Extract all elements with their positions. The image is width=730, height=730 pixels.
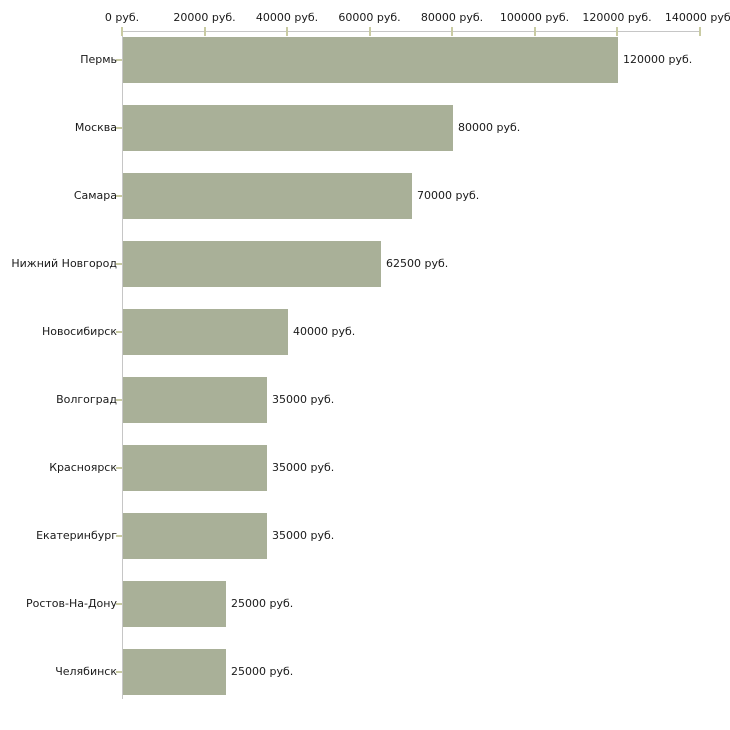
bar [123,581,226,627]
value-label: 35000 руб. [272,393,335,406]
y-tick-mark [116,263,122,265]
category-label: Москва [74,121,117,134]
x-tick-label: 40000 руб. [255,11,319,24]
value-label: 25000 руб. [231,665,294,678]
value-label: 35000 руб. [272,461,335,474]
value-label: 70000 руб. [417,189,480,202]
y-tick-mark [116,59,122,61]
category-label: Нижний Новгород [11,257,117,270]
category-label: Красноярск [49,461,117,474]
y-tick-mark [116,127,122,129]
x-tick-mark [286,27,288,36]
bar [123,241,381,287]
x-tick-mark [368,27,371,36]
x-tick-label: 120000 руб. [582,11,652,24]
x-tick-label: 140000 руб. [664,11,730,24]
x-tick-label: 60000 руб. [338,11,401,24]
category-label: Волгоград [56,393,117,406]
value-label: 35000 руб. [272,529,335,542]
y-tick-mark [116,467,122,469]
bar [123,105,453,151]
x-tick-mark [121,27,123,36]
x-tick-mark [533,27,536,36]
value-label: 40000 руб. [293,325,356,338]
x-tick-mark [451,27,453,36]
category-label: Челябинск [55,665,117,678]
category-label: Екатеринбург [36,529,117,542]
x-tick-label: 80000 руб. [420,11,484,24]
x-axis-line [122,31,700,32]
y-tick-mark [116,195,122,197]
x-tick-label: 0 руб. [104,11,140,24]
x-tick-mark [616,27,618,36]
bar [123,649,226,695]
y-tick-mark [116,671,122,673]
y-axis-line [122,31,123,699]
value-label: 120000 руб. [623,53,693,66]
category-label: Самара [73,189,117,202]
x-tick-label: 20000 руб. [173,11,236,24]
category-label: Новосибирск [41,325,117,338]
x-tick-mark [698,27,701,36]
bar [123,513,267,559]
y-tick-mark [116,603,122,605]
category-label: Ростов-На-Дону [25,597,117,610]
bar [123,377,267,423]
bar [123,445,267,491]
bar [123,309,288,355]
bar [123,173,412,219]
x-tick-mark [203,27,206,36]
category-label: Пермь [80,53,117,66]
value-label: 25000 руб. [231,597,294,610]
bar [123,37,618,83]
y-tick-mark [116,331,122,333]
value-label: 62500 руб. [386,257,449,270]
y-tick-mark [116,399,122,401]
value-label: 80000 руб. [458,121,521,134]
x-tick-label: 100000 руб. [499,11,570,24]
y-tick-mark [116,535,122,537]
